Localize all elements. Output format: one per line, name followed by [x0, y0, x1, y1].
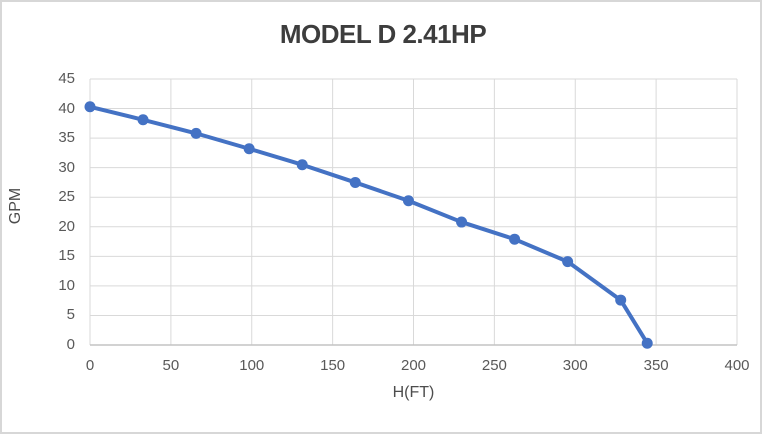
x-tick-label: 250 [481, 357, 507, 374]
data-point [509, 233, 521, 245]
y-tick-label: 40 [58, 99, 75, 117]
chart-title: MODEL D 2.41HP [279, 19, 487, 49]
data-point [641, 337, 653, 349]
y-tick-label: 25 [58, 188, 75, 206]
data-point [456, 216, 468, 228]
data-point [84, 101, 96, 113]
data-point [402, 195, 414, 207]
y-axis-title: GPM [7, 187, 24, 225]
series-line [88, 104, 650, 346]
data-point [137, 114, 149, 126]
x-tick-label: 400 [724, 357, 750, 374]
y-tick-label: 10 [58, 276, 75, 294]
data-point [562, 256, 574, 268]
y-tick-label: 5 [66, 306, 75, 324]
x-tick-label: 200 [400, 357, 427, 374]
x-tick-label: 300 [562, 357, 588, 374]
y-tick-label: 0 [66, 336, 75, 353]
x-tick-label: 50 [162, 357, 180, 374]
x-axis-title: H(FT) [392, 384, 435, 401]
x-tick-label: 150 [320, 357, 346, 374]
data-point [349, 176, 361, 188]
y-tick-label: 30 [58, 158, 75, 176]
x-tick-label: 350 [643, 357, 669, 374]
y-tick-label: 35 [58, 129, 75, 147]
y-tick-label: 20 [58, 217, 75, 235]
data-point [296, 159, 308, 171]
y-tick-label: 45 [58, 70, 75, 87]
data-point [615, 294, 627, 306]
y-tick-label: 15 [58, 247, 75, 265]
data-point [243, 143, 255, 155]
x-tick-label: 100 [239, 357, 265, 374]
data-point [190, 127, 202, 139]
x-tick-label: 0 [85, 357, 95, 374]
